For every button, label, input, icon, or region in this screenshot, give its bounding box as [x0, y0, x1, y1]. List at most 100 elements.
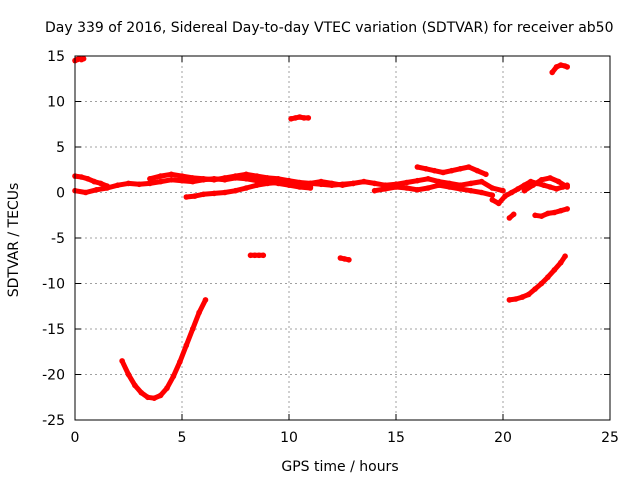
data-point	[254, 177, 260, 184]
data-point	[243, 185, 249, 191]
y-tick-label: -5	[51, 231, 65, 247]
data-point	[318, 178, 324, 185]
data-point	[414, 177, 421, 184]
data-point	[183, 194, 190, 200]
data-point	[350, 180, 357, 187]
data-point	[468, 187, 474, 194]
series-arc-rising-right	[506, 253, 568, 303]
series-band-mid-right	[307, 176, 506, 194]
data-point	[183, 342, 190, 349]
data-point	[558, 62, 564, 68]
data-point	[222, 175, 228, 181]
data-point	[232, 173, 239, 179]
data-point	[189, 326, 196, 332]
data-point	[423, 166, 429, 172]
data-point	[371, 187, 378, 194]
data-point	[157, 392, 164, 399]
data-point	[515, 186, 521, 192]
data-point	[138, 389, 145, 396]
data-point	[495, 200, 502, 207]
data-point	[521, 187, 528, 194]
data-point	[260, 252, 267, 259]
data-point	[545, 210, 551, 217]
data-point	[403, 185, 410, 191]
data-point	[91, 178, 98, 185]
data-point	[551, 209, 558, 216]
y-tick-label: 5	[56, 140, 65, 156]
data-point	[264, 175, 271, 181]
data-point	[558, 207, 564, 214]
data-point	[151, 395, 157, 402]
data-point	[243, 171, 249, 178]
data-point	[196, 309, 202, 316]
data-point	[78, 174, 85, 180]
data-point	[232, 187, 239, 194]
data-point	[82, 189, 89, 196]
data-point	[431, 167, 438, 174]
data-point	[275, 179, 282, 186]
data-point	[168, 177, 175, 183]
y-tick-label: -15	[42, 322, 65, 338]
data-point	[341, 256, 348, 262]
data-point	[403, 179, 410, 186]
data-point	[510, 211, 517, 218]
data-point	[264, 180, 271, 187]
data-point	[393, 184, 399, 190]
data-point	[440, 169, 446, 176]
data-point	[125, 371, 132, 378]
data-point	[305, 115, 312, 121]
data-point	[211, 190, 217, 197]
data-point	[532, 286, 538, 292]
data-point	[474, 167, 481, 174]
series-segment-12-7	[337, 255, 352, 263]
series-segment-8-5	[247, 252, 267, 259]
data-point	[307, 180, 314, 187]
data-point	[506, 215, 513, 221]
data-point	[558, 259, 564, 266]
data-point	[104, 185, 110, 191]
series-segment-right-lower	[532, 206, 570, 219]
data-point	[168, 171, 175, 178]
data-point	[337, 255, 344, 261]
series-band-right-loop	[521, 175, 570, 194]
data-point	[508, 189, 515, 196]
data-point	[468, 180, 474, 187]
data-point	[164, 385, 170, 391]
data-point	[532, 212, 538, 219]
data-point	[202, 297, 209, 303]
data-point	[545, 274, 551, 280]
data-point	[551, 267, 558, 273]
data-point	[222, 189, 228, 196]
data-point	[540, 182, 547, 188]
x-tick-label: 10	[280, 430, 298, 446]
data-point	[177, 359, 183, 365]
data-point	[115, 182, 121, 188]
data-point	[547, 184, 553, 190]
data-point	[502, 193, 508, 199]
data-point	[125, 180, 132, 187]
series-band-mid-right-2	[371, 182, 496, 198]
data-point	[179, 173, 185, 179]
data-point	[301, 115, 307, 121]
chart-title: Day 339 of 2016, Sidereal Day-to-day VTE…	[45, 20, 614, 36]
data-point	[483, 171, 489, 178]
data-point	[157, 173, 164, 179]
series-arc-rising-left	[119, 297, 209, 402]
x-tick-label: 15	[387, 430, 405, 446]
data-point	[562, 253, 568, 259]
data-point	[525, 291, 532, 298]
data-point	[549, 69, 555, 76]
data-point	[288, 116, 294, 122]
x-tick-label: 5	[178, 430, 187, 446]
data-point	[296, 182, 303, 188]
x-tick-label: 20	[494, 430, 512, 446]
data-point	[538, 213, 545, 219]
data-point	[200, 176, 207, 182]
data-point	[97, 180, 104, 187]
series-band-upper-left	[72, 173, 110, 189]
data-point	[132, 382, 138, 389]
series-start-top	[72, 55, 87, 64]
y-tick-label: 15	[47, 49, 65, 65]
data-point	[254, 173, 260, 179]
data-point	[256, 252, 262, 259]
